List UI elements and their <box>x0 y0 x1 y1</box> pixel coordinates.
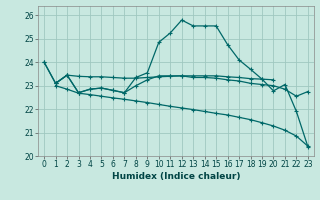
X-axis label: Humidex (Indice chaleur): Humidex (Indice chaleur) <box>112 172 240 181</box>
